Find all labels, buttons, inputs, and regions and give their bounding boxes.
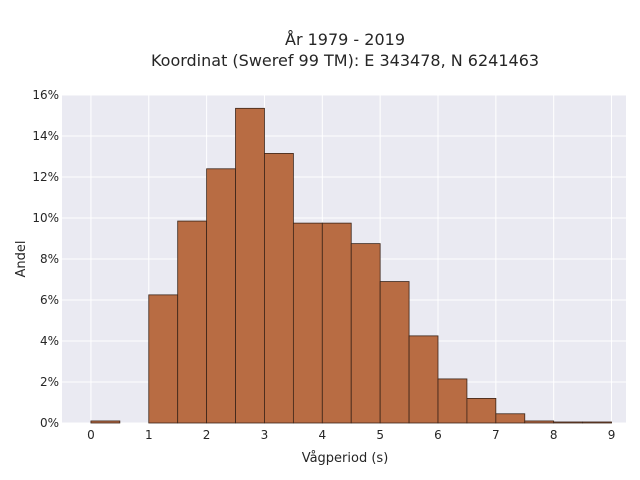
histogram-bar <box>321 222 352 424</box>
x-tick-label: 6 <box>434 428 442 442</box>
y-tick-label: 8% <box>40 252 59 266</box>
histogram-bar <box>553 421 584 424</box>
y-tick-label: 2% <box>40 375 59 389</box>
x-axis-ticks: 0 1 2 3 4 5 6 7 8 9 <box>87 428 615 442</box>
histogram-bar <box>495 413 526 424</box>
histogram-bar <box>524 420 555 424</box>
y-axis-label: Andel <box>14 241 29 278</box>
x-tick-label: 7 <box>492 428 500 442</box>
chart-subtitle: Koordinat (Sweref 99 TM): E 343478, N 62… <box>151 51 539 70</box>
x-tick-label: 2 <box>203 428 211 442</box>
histogram-bar <box>292 222 323 424</box>
y-tick-label: 14% <box>32 129 59 143</box>
histogram-bar <box>148 294 179 424</box>
bars <box>90 107 612 424</box>
x-tick-label: 5 <box>376 428 384 442</box>
x-tick-label: 8 <box>550 428 558 442</box>
histogram-bar <box>379 281 410 424</box>
histogram-bar <box>206 168 236 424</box>
x-tick-label: 3 <box>261 428 269 442</box>
chart-title: År 1979 - 2019 <box>285 30 405 49</box>
y-tick-label: 16% <box>32 88 59 102</box>
histogram-bar <box>235 107 265 424</box>
x-tick-label: 9 <box>608 428 616 442</box>
histogram-bar <box>177 220 208 424</box>
histogram-bar <box>350 243 381 424</box>
histogram-bar <box>264 153 294 424</box>
x-tick-label: 0 <box>87 428 95 442</box>
histogram-bar <box>437 378 468 424</box>
x-tick-label: 1 <box>145 428 153 442</box>
histogram-bar <box>408 335 439 424</box>
y-tick-label: 4% <box>40 334 59 348</box>
y-axis-ticks: 0% 2% 4% 6% 8% 10% 12% 14% 16% <box>32 88 59 430</box>
y-tick-label: 10% <box>32 211 59 225</box>
x-axis-label: Vågperiod (s) <box>302 451 389 466</box>
histogram-bar <box>90 420 121 424</box>
y-tick-label: 6% <box>40 293 59 307</box>
y-tick-label: 0% <box>40 416 59 430</box>
x-tick-label: 4 <box>318 428 326 442</box>
histogram-bar <box>582 421 612 424</box>
histogram-bar <box>466 397 497 424</box>
y-tick-label: 12% <box>32 170 59 184</box>
